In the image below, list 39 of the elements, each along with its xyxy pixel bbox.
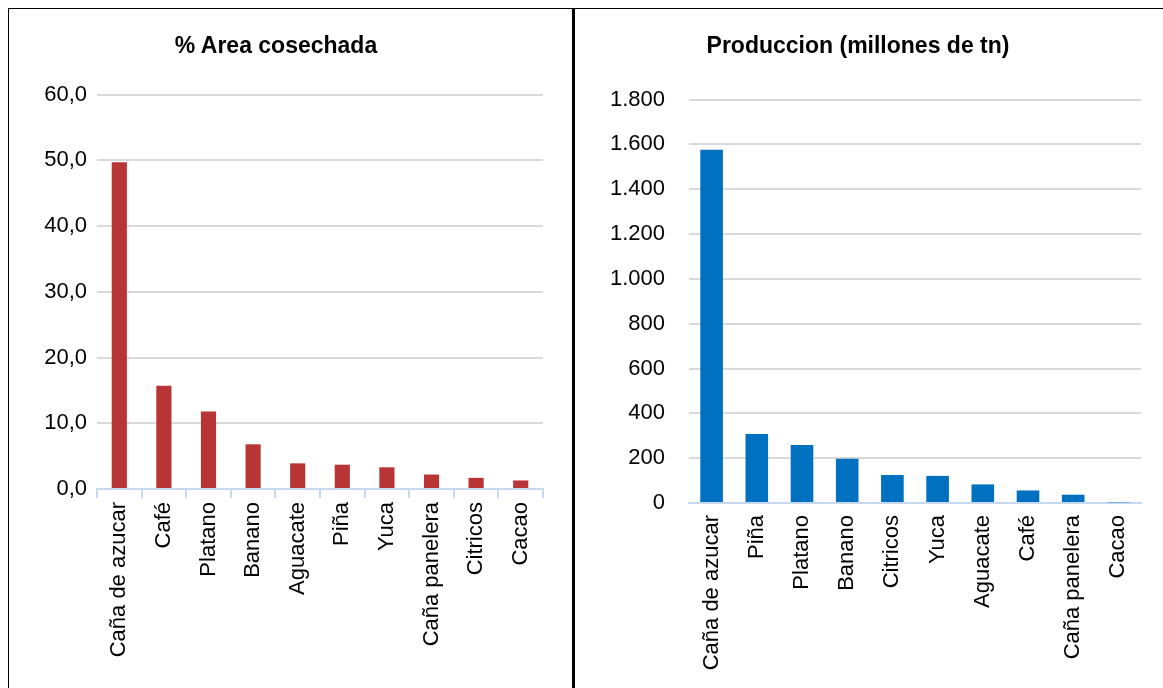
x-tick-label: Citricos [878,515,904,589]
x-tick-label: Piña [328,501,354,547]
y-tick-label: 50,0 [44,146,87,172]
y-tick-label: 1.800 [609,85,665,111]
x-tick-label: Caña de azucar [697,515,723,671]
y-tick-label: 30,0 [44,277,87,303]
y-tick-label: 1.600 [609,130,665,156]
y-tick-label: 60,0 [44,80,87,106]
chart-title: % Area cosechada [174,32,378,59]
x-tick-label: Banano [239,502,265,578]
x-tick-label: Cacao [506,502,532,566]
y-tick-label: 400 [628,399,665,425]
y-tick-label: 20,0 [44,343,87,369]
x-tick-label: Café [1014,515,1040,562]
x-tick-label: Aguacate [968,515,994,608]
x-tick-label: Yuca [372,501,398,551]
y-tick-label: 0,0 [56,475,87,501]
x-tick-label: Caña de azucar [105,502,131,658]
chart-title: Produccion (millones de tn) [706,32,1010,59]
x-tick-label: Platano [788,515,814,590]
y-tick-label: 1.400 [609,175,665,201]
y-tick-label: 800 [628,309,665,335]
y-tick-label: 1.000 [609,264,665,290]
y-tick-label: 1.200 [609,220,665,246]
x-tick-label: Caña panelera [1059,514,1085,660]
x-tick-label: Café [149,502,175,549]
x-tick-label: Citricos [462,502,488,576]
x-tick-label: Banano [833,515,859,591]
y-tick-label: 40,0 [44,212,87,238]
x-tick-label: Yuca [923,514,949,564]
x-tick-label: Platano [194,502,220,577]
y-tick-label: 200 [628,444,665,470]
y-tick-label: 600 [628,354,665,380]
y-tick-label: 0 [652,489,665,515]
x-tick-label: Aguacate [283,502,309,595]
x-tick-label: Cacao [1104,515,1130,579]
y-tick-label: 10,0 [44,409,87,435]
x-tick-label: Caña panelera [417,501,443,647]
x-tick-label: Piña [742,514,768,560]
